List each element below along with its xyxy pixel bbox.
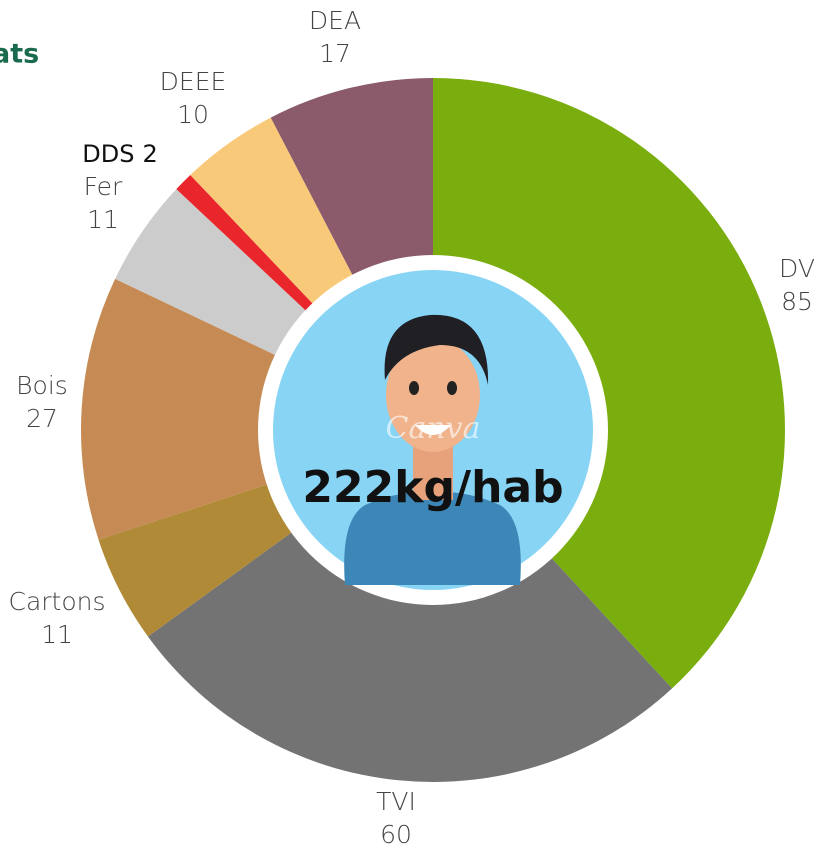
chart-title: ats [0,39,39,70]
value-label: 11 [41,620,73,649]
chart: ats Canva 222kg/hab DV 85 TVI 60 Cartons 11 Bo… [0,0,814,848]
category-label: DDS [82,140,134,168]
value-label: 17 [319,39,351,68]
value-label: 27 [26,404,58,433]
category-label: DV [779,254,814,283]
center-label: 222kg/hab [302,462,563,513]
category-label: DEEE [160,67,227,96]
value-label: 60 [380,820,412,848]
value-label: 85 [781,287,813,316]
category-label: Bois [16,371,68,400]
category-label: Cartons [8,587,105,616]
value-label: 10 [177,100,209,129]
value-label: 2 [142,140,157,168]
value-label: 11 [87,205,119,234]
category-label: TVI [376,787,416,816]
category-label: DEA [309,6,361,35]
watermark: Canva [386,411,481,446]
category-label: Fer [84,172,123,201]
slice-label: DDS 2 [82,140,157,168]
